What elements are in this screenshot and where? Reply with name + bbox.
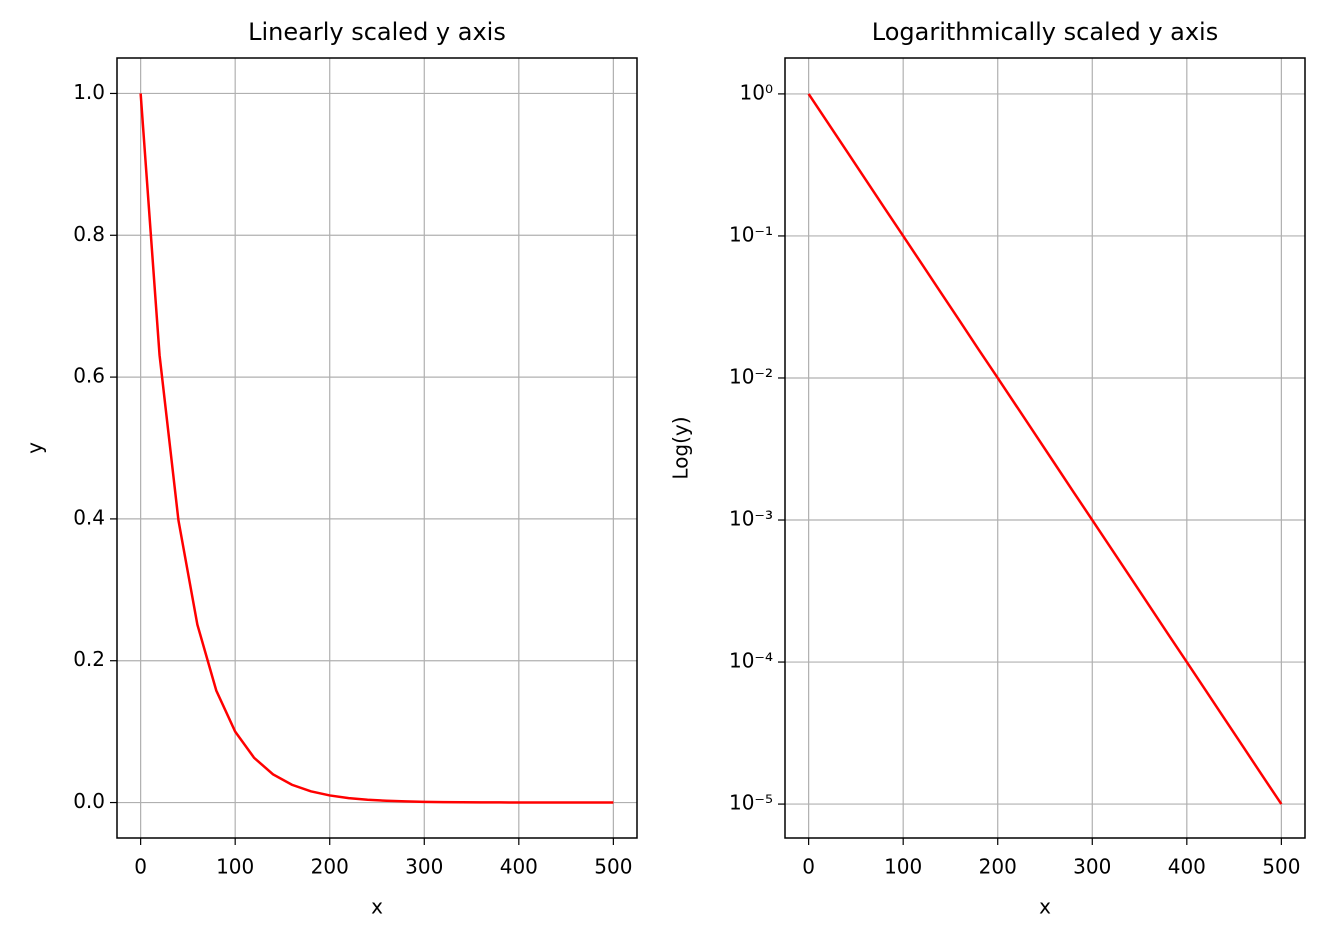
y-tick-label: 1.0 bbox=[73, 80, 105, 104]
x-tick-label: 500 bbox=[594, 855, 632, 879]
x-tick-label: 0 bbox=[802, 855, 815, 879]
y-tick-label: 10⁻⁴ bbox=[729, 649, 773, 673]
data-line bbox=[139, 93, 614, 804]
y-tick-label: 10⁻⁵ bbox=[729, 791, 773, 815]
y-tick-label: 10⁰ bbox=[740, 80, 773, 104]
axes-frame bbox=[784, 57, 1306, 839]
x-tick-label: 100 bbox=[884, 855, 922, 879]
y-tick-label: 0.0 bbox=[73, 789, 105, 813]
x-tick-label: 300 bbox=[405, 855, 443, 879]
axes-frame bbox=[116, 57, 638, 839]
x-tick-label: 400 bbox=[500, 855, 538, 879]
chart-title: Linearly scaled y axis bbox=[248, 18, 506, 46]
y-axis-label: Log(y) bbox=[669, 416, 693, 479]
y-tick-label: 0.4 bbox=[73, 505, 105, 529]
y-tick-label: 10⁻³ bbox=[729, 507, 773, 531]
y-axis-label: y bbox=[23, 442, 47, 454]
x-tick-label: 200 bbox=[979, 855, 1017, 879]
y-tick-label: 0.2 bbox=[73, 647, 105, 671]
x-tick-label: 100 bbox=[216, 855, 254, 879]
y-tick-label: 10⁻² bbox=[729, 364, 773, 388]
x-axis-label: x bbox=[371, 895, 383, 919]
x-tick-label: 200 bbox=[311, 855, 349, 879]
x-axis-label: x bbox=[1039, 895, 1051, 919]
y-tick-label: 10⁻¹ bbox=[729, 222, 773, 246]
y-tick-label: 0.6 bbox=[73, 364, 105, 388]
x-tick-label: 400 bbox=[1168, 855, 1206, 879]
x-tick-label: 0 bbox=[134, 855, 147, 879]
x-tick-label: 300 bbox=[1073, 855, 1111, 879]
y-tick-label: 0.8 bbox=[73, 222, 105, 246]
data-line bbox=[807, 93, 1283, 805]
chart-title: Logarithmically scaled y axis bbox=[872, 18, 1218, 46]
x-tick-label: 500 bbox=[1262, 855, 1300, 879]
